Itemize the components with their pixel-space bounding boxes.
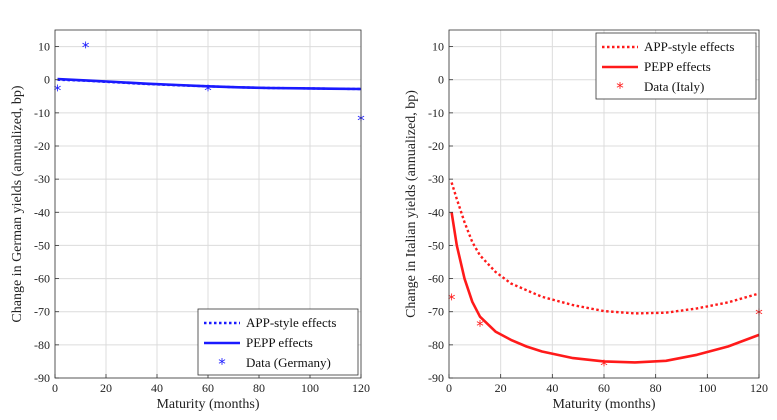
x-tick-label: 20 [495, 381, 507, 395]
y-tick-label: 10 [432, 40, 444, 54]
data-point-marker: * [476, 317, 484, 335]
x-tick-label: 100 [301, 381, 319, 395]
data-point-marker: * [448, 290, 456, 308]
chart-right-italian-yields: ****0 20 40 60 80 100 120100-10-20-30-40-50-60… [404, 29, 768, 412]
y-tick-label: -50 [34, 238, 50, 252]
x-tick-label: 80 [253, 381, 265, 395]
x-axis-label: Maturity (months) [552, 397, 655, 412]
y-tick-label: -80 [34, 338, 50, 352]
y-tick-label: 0 [44, 73, 50, 87]
y-tick-label: -20 [428, 139, 444, 153]
x-tick-label: 20 [100, 381, 112, 395]
y-tick-label: -10 [428, 106, 444, 120]
y-tick-label: -60 [34, 272, 50, 286]
pepp-series-line [450, 212, 760, 364]
data-point-marker: * [54, 82, 62, 100]
x-tick-label: 60 [598, 381, 610, 395]
legend-entry-label: PEPP effects [644, 59, 711, 74]
x-tick-label: 0 [52, 381, 58, 395]
x-tick-label: 0 [446, 381, 452, 395]
y-tick-label: -20 [34, 139, 50, 153]
y-tick-label: -10 [34, 106, 50, 120]
data-point-marker: * [600, 357, 608, 375]
y-tick-label: -50 [428, 238, 444, 252]
y-tick-label: -40 [34, 205, 50, 219]
y-tick-label: -90 [34, 371, 50, 385]
y-tick-label: -40 [428, 205, 444, 219]
legend-entry-label: Data (Italy) [644, 79, 704, 94]
y-tick-label: 10 [38, 40, 50, 54]
data-point-marker: * [204, 82, 212, 100]
app-style-series-line [450, 182, 760, 315]
x-tick-label: 120 [352, 381, 370, 395]
y-tick-label: -60 [428, 272, 444, 286]
x-tick-label: 40 [151, 381, 163, 395]
legend-entry-label: Data (Germany) [246, 355, 331, 370]
x-axis-label: Maturity (months) [156, 397, 259, 412]
pepp-series-line [57, 77, 362, 91]
x-tick-label: 120 [750, 381, 768, 395]
y-axis-label: Change in Italian yields (annualized, bp… [404, 90, 419, 318]
y-tick-label: 0 [438, 73, 444, 87]
legend-entry-label: APP-style effects [246, 315, 336, 330]
x-tick-label: 40 [546, 381, 558, 395]
x-tick-label: 100 [698, 381, 716, 395]
y-tick-label: -80 [428, 338, 444, 352]
y-tick-label: -70 [428, 305, 444, 319]
y-tick-label: -70 [34, 305, 50, 319]
legend-entry-label: APP-style effects [644, 39, 734, 54]
x-tick-label: 60 [202, 381, 214, 395]
legend-entry-label: PEPP effects [246, 335, 313, 350]
legend-marker-data: * [616, 79, 624, 97]
y-tick-label: -30 [34, 172, 50, 186]
data-point-marker: * [82, 39, 90, 57]
x-tick-label: 80 [650, 381, 662, 395]
legend-marker-data: * [218, 355, 226, 373]
y-tick-label: -90 [428, 371, 444, 385]
y-tick-label: -30 [428, 172, 444, 186]
chart-left-german-yields: ****0 20 40 60 80 100 120100-10-20-30-40-50-60… [10, 29, 370, 412]
y-axis-label: Change in German yields (annualized, bp) [10, 85, 25, 322]
